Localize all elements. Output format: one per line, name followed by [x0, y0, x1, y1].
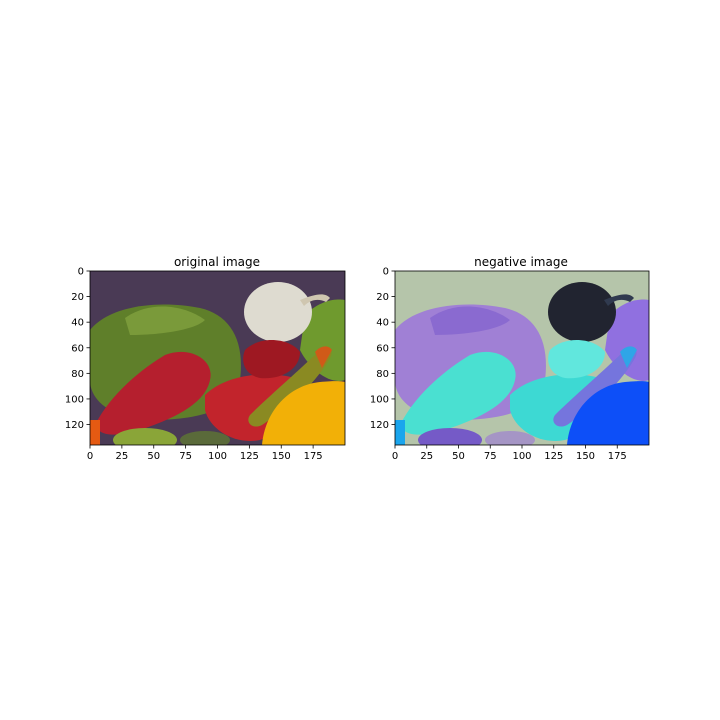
negative-onion-stem: [604, 294, 634, 306]
negative-image-title: negative image: [474, 255, 568, 269]
original-x-tick-label: 0: [87, 451, 93, 462]
negative-x-tick-label: 0: [392, 451, 398, 462]
negative-y-tick-label: 40: [376, 318, 389, 329]
negative-red-pepper-back: [548, 340, 605, 379]
negative-pepper-highlight: [430, 306, 510, 335]
negative-image-panel: negative image 0 25 50 75 100 125 150 175 0 20 40 6…: [370, 255, 650, 463]
original-y-tick-label: 20: [71, 292, 84, 303]
original-x-tick-label: 100: [208, 451, 227, 462]
original-y-tick-label: 100: [65, 394, 84, 405]
negative-y-tick-label: 120: [370, 420, 389, 431]
original-x-tick-label: 25: [116, 451, 129, 462]
negative-y-tick-label: 100: [370, 394, 389, 405]
onion-stem: [300, 294, 330, 306]
negative-x-tick-label: 50: [452, 451, 465, 462]
negative-y-tick-label: 60: [376, 343, 389, 354]
negative-x-tick-label: 100: [512, 451, 531, 462]
negative-chili-pepper: [553, 347, 637, 427]
original-y-tick-label: 80: [71, 369, 84, 380]
original-x-tick-label: 150: [272, 451, 291, 462]
red-pepper-back: [243, 340, 300, 379]
original-x-tick-label: 50: [147, 451, 160, 462]
negative-corner: [395, 420, 405, 445]
original-x-tick-label: 175: [304, 451, 323, 462]
negative-yellow-pepper: [567, 381, 649, 445]
original-x-tick-label: 125: [240, 451, 259, 462]
chili-tip: [315, 346, 332, 368]
bottom-dark-vegetable: [180, 431, 230, 445]
original-y-tick-label: 0: [78, 267, 84, 278]
chili-pepper: [248, 347, 332, 427]
negative-y-tick-label: 80: [376, 369, 389, 380]
negative-bottom-dark-vegetable: [485, 431, 535, 445]
orange-corner: [90, 420, 100, 445]
original-image-picture: [90, 271, 345, 445]
negative-y-tick-label: 0: [383, 267, 389, 278]
original-ticks: 0 25 50 75 100 125 150 175 0 20 40 60 80 100 120: [65, 267, 323, 463]
original-image-panel: original image 0 25 50 75 100 12: [65, 255, 346, 463]
negative-x-tick-label: 75: [484, 451, 497, 462]
negative-image-picture: [395, 271, 649, 445]
original-y-tick-label: 120: [65, 420, 84, 431]
negative-y-tick-label: 20: [376, 292, 389, 303]
negative-x-tick-label: 175: [608, 451, 627, 462]
negative-x-tick-label: 125: [544, 451, 563, 462]
negative-chili-tip: [620, 346, 637, 368]
negative-x-tick-label: 150: [576, 451, 595, 462]
original-image-title: original image: [174, 255, 260, 269]
negative-red-pepper: [400, 351, 516, 435]
red-pepper: [95, 351, 211, 435]
negative-ticks: 0 25 50 75 100 125 150 175 0 20 40 60 80 100 120: [370, 267, 627, 463]
bottom-green-vegetable: [113, 428, 177, 445]
original-y-tick-label: 60: [71, 343, 84, 354]
green-pepper-highlight: [125, 306, 205, 335]
onion: [244, 282, 312, 342]
original-y-tick-label: 40: [71, 318, 84, 329]
original-x-tick-label: 75: [179, 451, 192, 462]
negative-bottom-vegetable: [418, 428, 482, 445]
yellow-pepper: [262, 381, 345, 445]
negative-x-tick-label: 25: [420, 451, 433, 462]
negative-onion: [548, 282, 616, 342]
